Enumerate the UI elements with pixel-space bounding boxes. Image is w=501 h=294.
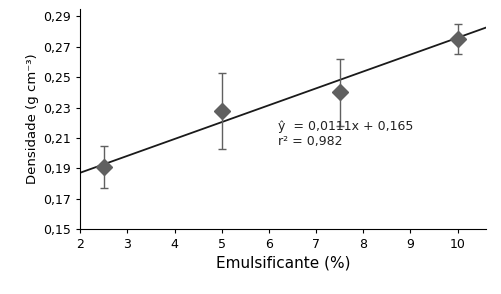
Y-axis label: Densidade (g cm⁻³): Densidade (g cm⁻³)	[26, 54, 39, 184]
Text: ŷ  = 0,0111x + 0,165
r² = 0,982: ŷ = 0,0111x + 0,165 r² = 0,982	[279, 120, 414, 148]
X-axis label: Emulsificante (%): Emulsificante (%)	[216, 255, 350, 270]
